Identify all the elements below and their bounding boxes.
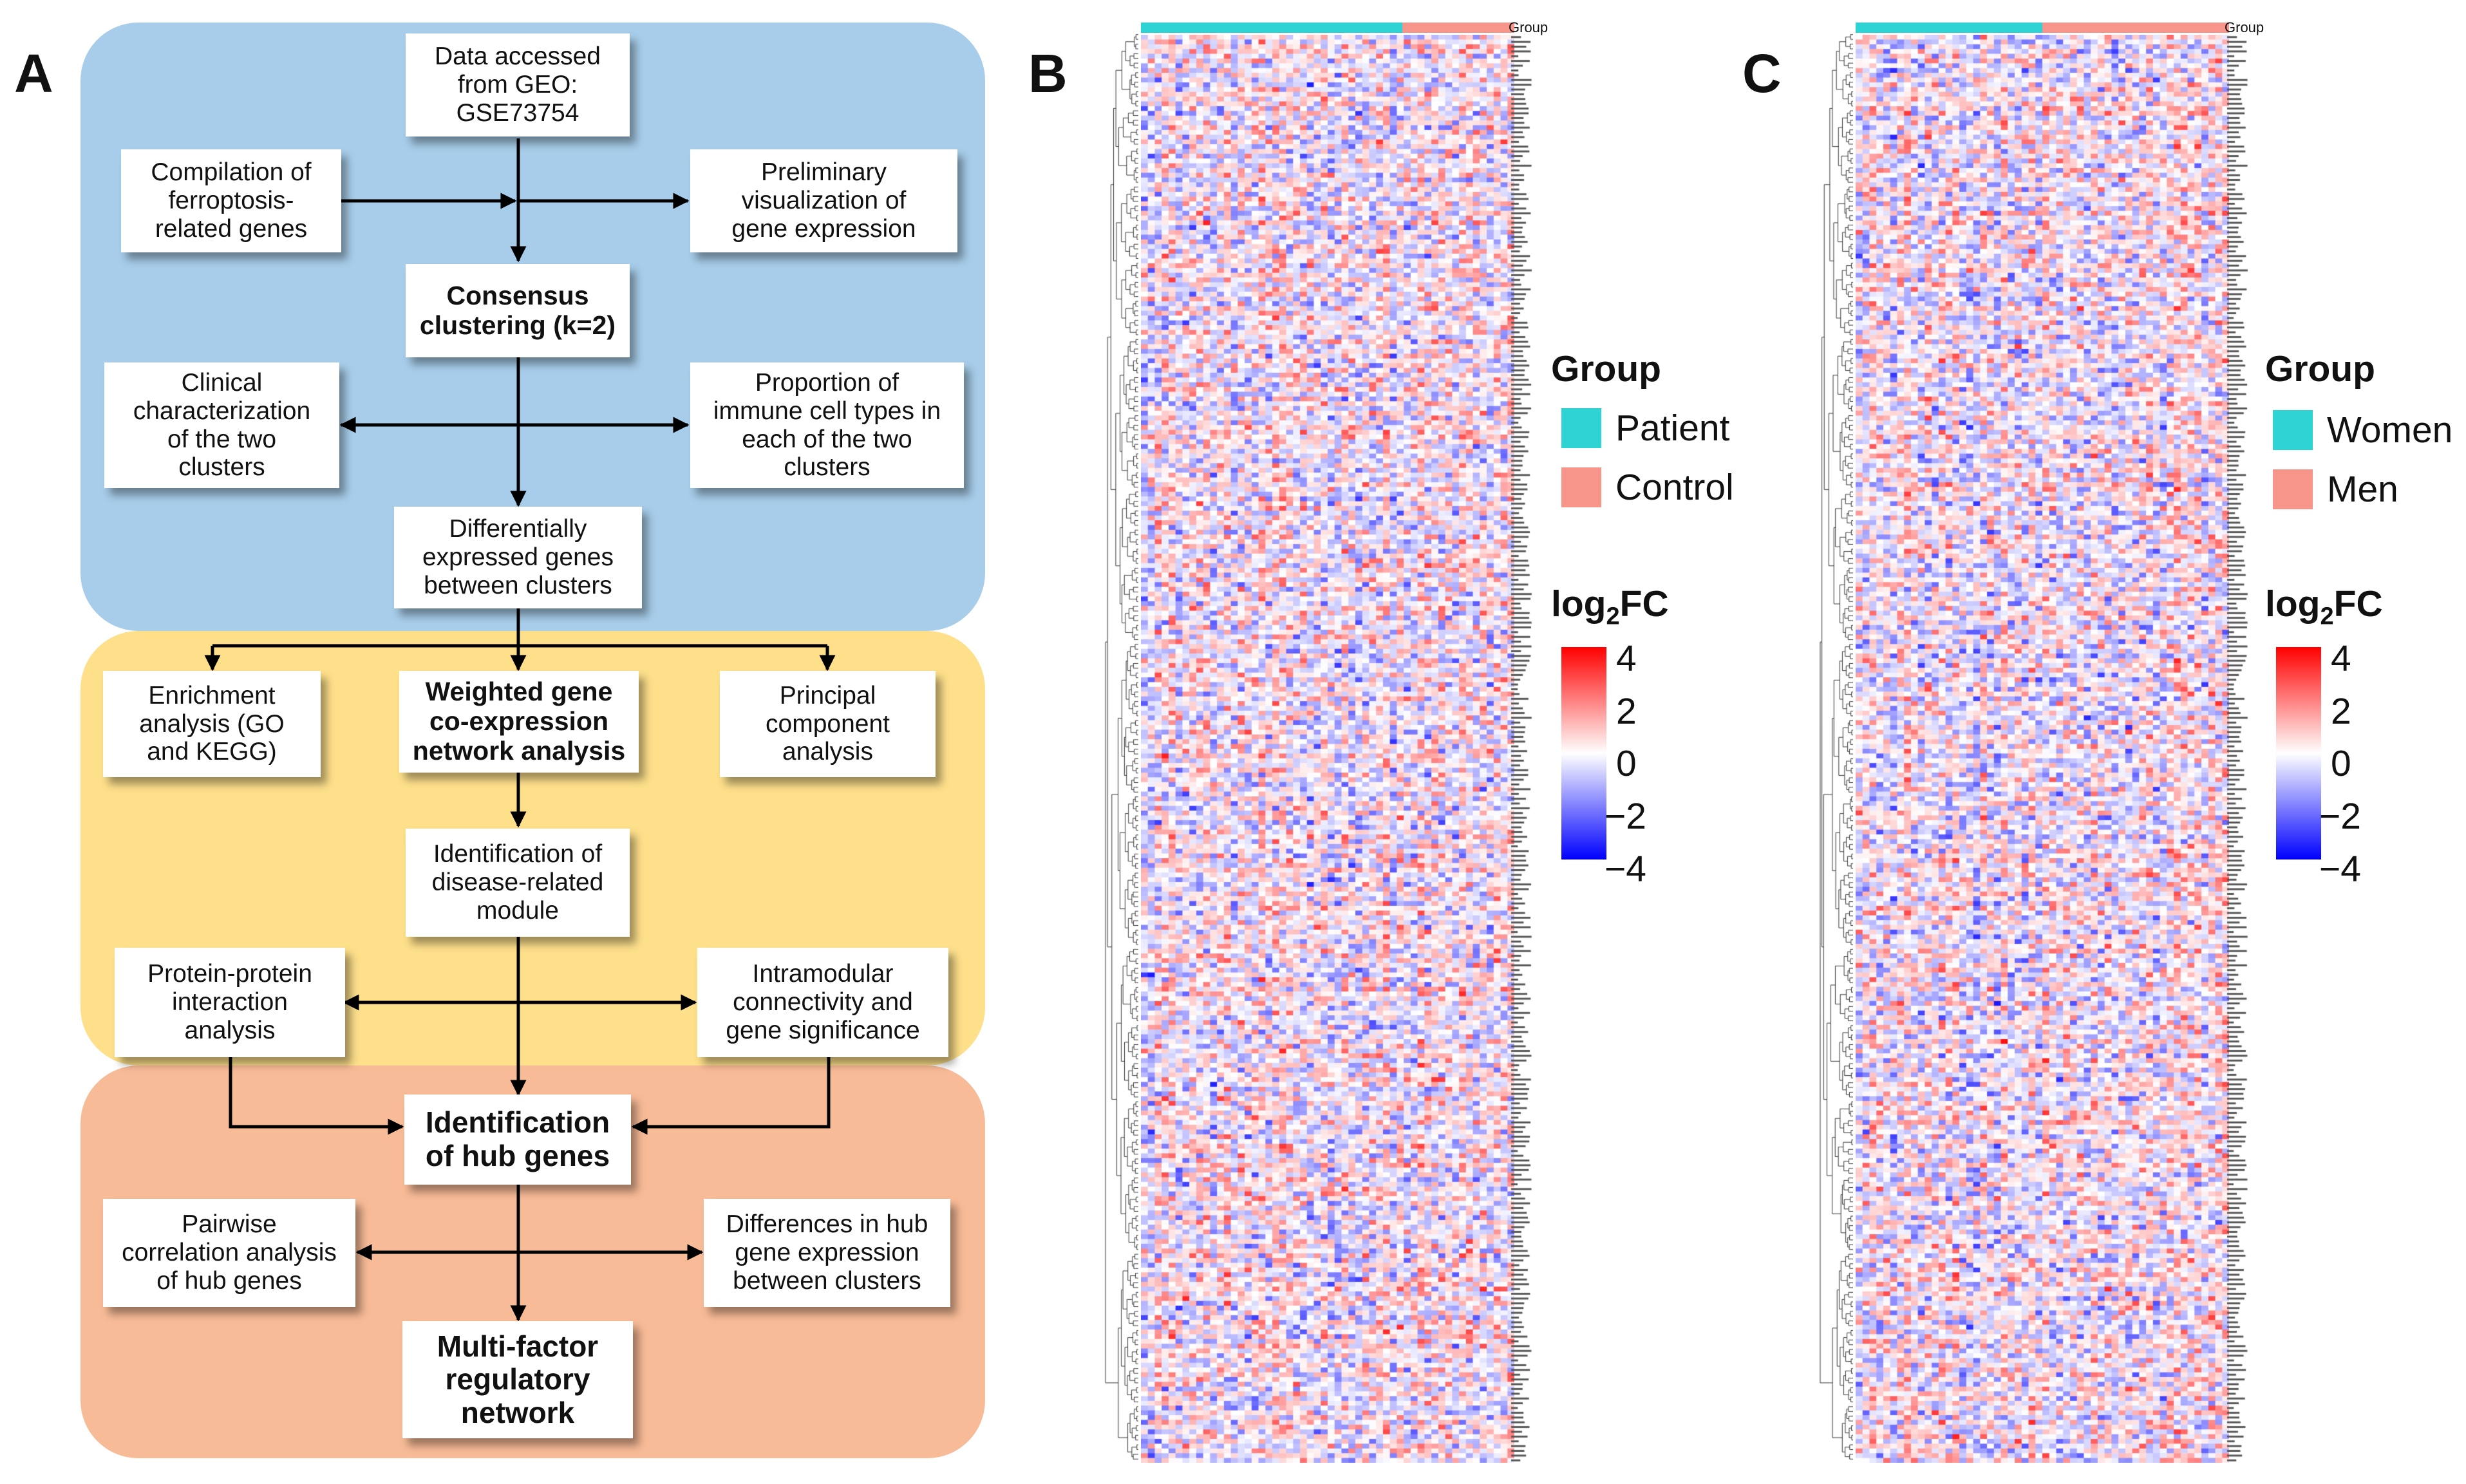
preliminary-box: Preliminary visualization of gene expres… <box>690 149 957 252</box>
colorbar-b-tick-0: 0 <box>1616 743 1637 784</box>
heatmap-b-cells <box>1141 35 1514 1463</box>
panel-label-c: C <box>1742 43 1782 104</box>
colorbar-b-tick-2: 2 <box>1616 691 1637 732</box>
legend-men-label: Men <box>2327 469 2398 510</box>
control-swatch <box>1561 467 1601 507</box>
heatmap-b-dendrogram <box>1104 32 1138 1461</box>
heatmap-c-group-bar <box>1856 23 2229 33</box>
differences-box: Differences in hub gene expression betwe… <box>704 1199 950 1307</box>
hub-genes-box: Identification of hub genes <box>404 1094 631 1185</box>
clinical-box: Clinical characterization of the two clu… <box>104 362 339 488</box>
heatmap-b-group-label: Group <box>1509 19 1548 35</box>
colorbar-c-title: log2FC <box>2265 583 2383 630</box>
heatmap-c-legend-title: Group <box>2265 348 2375 390</box>
legend-control-label: Control <box>1615 467 1734 508</box>
colorbar-b-title: log2FC <box>1551 583 1669 630</box>
heatmap-c-group-label: Group <box>2225 19 2264 35</box>
wgcna-box: Weighted gene co-expression network anal… <box>399 671 639 773</box>
heatmap-c-dendrogram <box>1819 32 1853 1461</box>
panel-label-b: B <box>1028 43 1068 104</box>
colorbar-b-tick-minus4: −4 <box>1605 849 1646 890</box>
patient-swatch <box>1561 408 1601 448</box>
network-box: Multi-factor regulatory network <box>402 1321 633 1438</box>
intramodular-box: Intramodular connectivity and gene signi… <box>697 948 948 1057</box>
legend-men: Men <box>2273 468 2398 511</box>
consensus-clustering-box: Consensus clustering (k=2) <box>406 264 630 357</box>
legend-women-label: Women <box>2327 409 2453 451</box>
legend-patient-label: Patient <box>1615 408 1730 449</box>
heatmap-b-container <box>1104 19 1523 1463</box>
arrow-intramodular-to-hub <box>631 1057 831 1135</box>
data-access-box: Data accessed from GEO: GSE73754 <box>406 33 630 136</box>
deg-box: Differentially expressed genes between c… <box>394 507 642 608</box>
colorbar-c-tick-minus4: −4 <box>2319 849 2361 890</box>
legend-patient: Patient <box>1561 407 1729 449</box>
men-swatch <box>2273 469 2313 509</box>
colorbar-c-tick-minus2: −2 <box>2319 796 2361 837</box>
arrow-ppi-to-hub <box>229 1057 404 1135</box>
flowchart-arrows <box>204 138 836 1322</box>
proportion-box: Proportion of immune cell types in each … <box>690 362 964 488</box>
heatmap-c-gene-labels <box>2226 35 2258 1463</box>
heatmap-b-legend-title: Group <box>1551 348 1661 390</box>
heatmap-c-container <box>1819 19 2237 1463</box>
pca-box: Principal component analysis <box>720 671 936 777</box>
colorbar-b <box>1561 647 1606 859</box>
enrichment-box: Enrichment analysis (GO and KEGG) <box>103 671 321 777</box>
legend-control: Control <box>1561 466 1734 509</box>
colorbar-b-tick-minus2: −2 <box>1605 796 1646 837</box>
module-box: Identification of disease-related module <box>406 829 630 937</box>
legend-women: Women <box>2273 409 2452 451</box>
heatmap-b-gene-labels <box>1510 35 1542 1463</box>
compilation-box: Compilation of ferroptosis- related gene… <box>121 149 341 252</box>
heatmap-b-group-bar <box>1141 23 1514 33</box>
ppi-box: Protein-protein interaction analysis <box>115 948 345 1057</box>
panel-label-a: A <box>14 43 53 104</box>
women-swatch <box>2273 410 2313 450</box>
colorbar-c <box>2276 647 2321 859</box>
colorbar-c-tick-0: 0 <box>2331 743 2351 784</box>
heatmap-c-cells <box>1856 35 2229 1463</box>
pairwise-box: Pairwise correlation analysis of hub gen… <box>103 1199 355 1307</box>
colorbar-c-tick-2: 2 <box>2331 691 2351 732</box>
colorbar-c-tick-4: 4 <box>2331 638 2351 679</box>
colorbar-b-tick-4: 4 <box>1616 638 1637 679</box>
